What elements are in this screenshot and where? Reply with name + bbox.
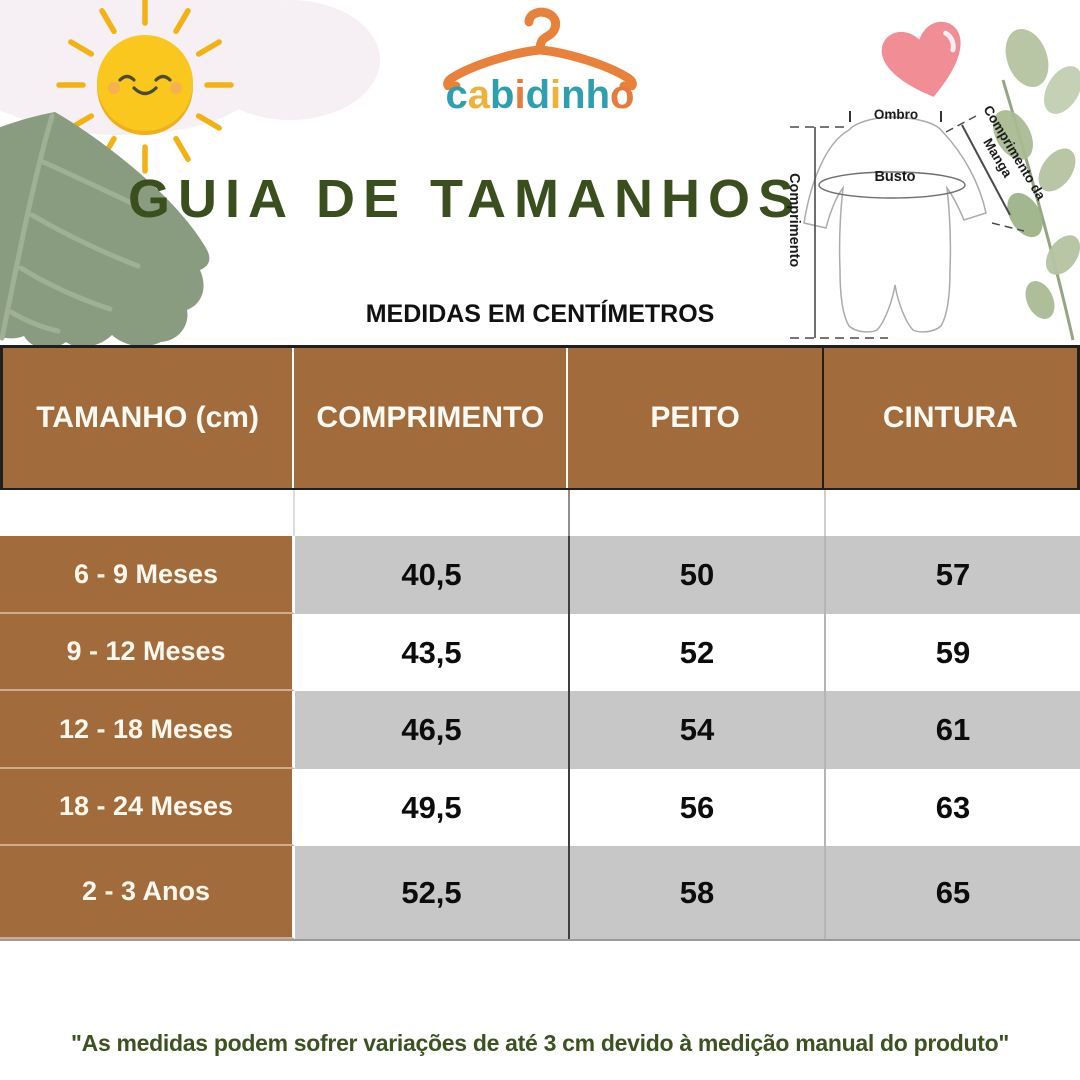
comprimento-value-cell: 43,5	[295, 614, 570, 691]
leaf-left-illustration	[0, 112, 210, 349]
onesie-measurement-diagram: Ombro Busto Comprimento Comprimento da M…	[786, 103, 1049, 339]
table-body: 6 - 9 Meses 40,5 50 57 9 - 12 Meses 43,5 52 59 1…	[0, 536, 1080, 939]
brand-letter: n	[561, 73, 586, 117]
comprimento-value-cell: 46,5	[295, 691, 570, 769]
peito-value-cell: 54	[570, 691, 826, 769]
brand-letter: i	[514, 73, 526, 117]
cintura-value-cell: 63	[826, 769, 1080, 846]
bust-label: Busto	[874, 169, 915, 185]
table-row: 12 - 18 Meses 46,5 54 61	[0, 691, 1080, 769]
brand-letter: o	[610, 73, 635, 117]
spacer-cell	[826, 490, 1080, 536]
table-header-row: TAMANHO (cm) COMPRIMENTO PEITO CINTURA	[0, 348, 1080, 490]
size-table: TAMANHO (cm) COMPRIMENTO PEITO CINTURA 6 - …	[0, 345, 1080, 941]
size-label-cell: 2 - 3 Anos	[0, 846, 295, 939]
units-subtitle: MEDIDAS EM CENTÍMETROS	[365, 300, 715, 328]
spacer-cell	[295, 490, 570, 536]
peito-value-cell: 52	[570, 614, 826, 691]
peito-value-cell: 50	[570, 536, 826, 614]
cintura-value-cell: 61	[826, 691, 1080, 769]
shoulder-label: Ombro	[874, 107, 918, 122]
peito-value-cell: 56	[570, 769, 826, 846]
spacer-cell	[0, 490, 295, 536]
bust-ellipse	[818, 171, 966, 199]
brand-letter: b	[490, 73, 515, 117]
brand-letter: c	[445, 73, 468, 117]
length-label: Comprimento	[786, 173, 802, 267]
size-label-cell: 18 - 24 Meses	[0, 769, 295, 846]
disclaimer-note: "As medidas podem sofrer variações de at…	[71, 1030, 1009, 1056]
comprimento-value-cell: 40,5	[295, 536, 570, 614]
brand-wordmark: cabidinho	[400, 72, 680, 118]
size-label-cell: 12 - 18 Meses	[0, 691, 295, 769]
brand-letter: h	[585, 73, 611, 117]
cintura-value-cell: 59	[826, 614, 1080, 691]
table-row: 9 - 12 Meses 43,5 52 59	[0, 614, 1080, 691]
brand-letter: d	[525, 73, 551, 117]
column-header: COMPRIMENTO	[294, 348, 569, 488]
leaf-right-illustration	[993, 28, 1080, 341]
cintura-value-cell: 65	[826, 846, 1080, 939]
cintura-value-cell: 57	[826, 536, 1080, 614]
column-header: PEITO	[568, 348, 824, 488]
column-header: CINTURA	[882, 401, 1018, 434]
spacer-cell	[570, 490, 826, 536]
column-header: TAMANHO (cm)	[3, 348, 295, 488]
page-title: GUIA DE TAMANHOS	[128, 169, 802, 229]
peito-value-cell: 58	[570, 846, 826, 939]
size-label-cell: 6 - 9 Meses	[0, 536, 295, 614]
onesie-outline	[803, 116, 987, 333]
brand-letter: i	[550, 73, 562, 117]
table-spacer-row	[0, 490, 1080, 536]
size-label-cell: 9 - 12 Meses	[0, 614, 295, 691]
table-row: 6 - 9 Meses 40,5 50 57	[0, 536, 1080, 614]
hanger-icon	[443, 7, 637, 90]
comprimento-value-cell: 49,5	[295, 769, 570, 846]
comprimento-value-cell: 52,5	[295, 846, 570, 939]
table-row: 2 - 3 Anos 52,5 58 65	[0, 846, 1080, 939]
brand-letter: a	[467, 73, 491, 117]
table-row: 18 - 24 Meses 49,5 56 63	[0, 769, 1080, 846]
heart-icon	[881, 21, 961, 97]
